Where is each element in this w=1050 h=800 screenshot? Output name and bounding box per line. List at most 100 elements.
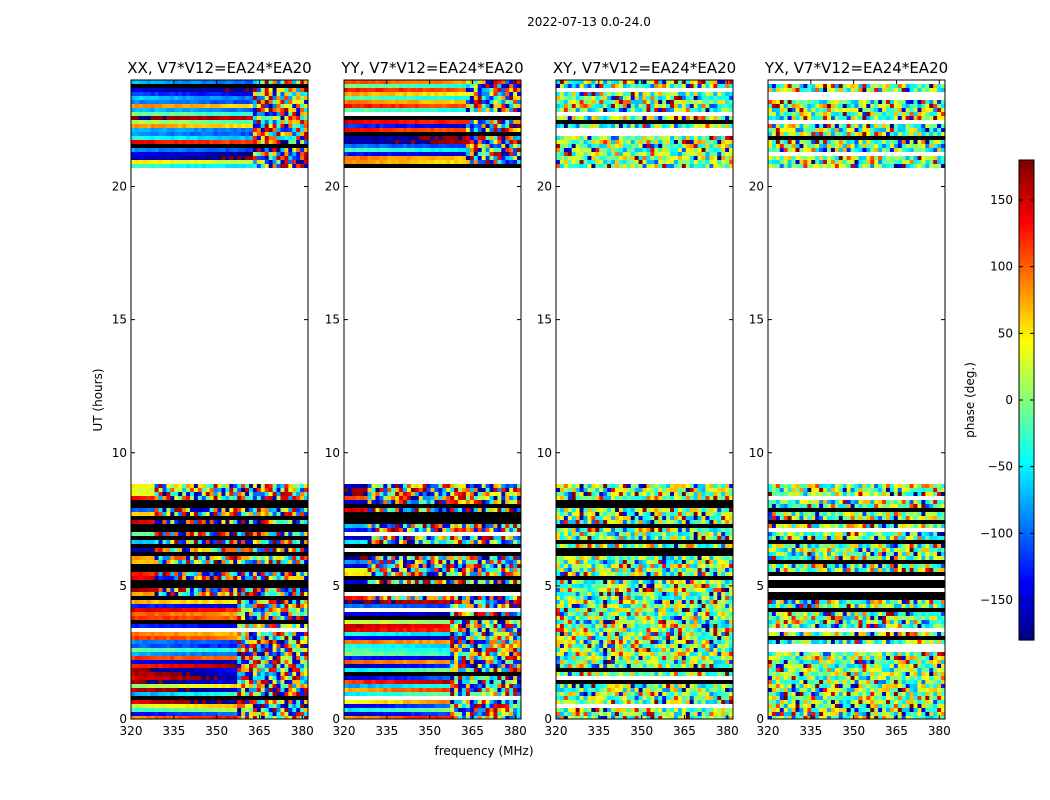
heatmap-row: [556, 608, 733, 612]
heatmap-row: [556, 84, 733, 88]
heatmap-row: [556, 556, 733, 560]
heatmap-row: [344, 704, 521, 708]
x-tick-label: 350: [842, 724, 865, 738]
heatmap-row: [344, 604, 521, 608]
heatmap-row: [344, 160, 521, 164]
heatmap-row: [556, 148, 733, 152]
heatmap-row: [768, 84, 945, 88]
heatmap-row: [768, 584, 945, 588]
x-axis-label: frequency (MHz): [434, 744, 533, 758]
heatmap-row: [556, 632, 733, 636]
y-tick-label: 10: [537, 446, 552, 460]
heatmap-row: [344, 552, 521, 556]
heatmap-row: [556, 500, 733, 504]
heatmap-row: [131, 700, 308, 704]
colorbar-gradient: [1019, 160, 1034, 641]
colorbar-tick-label: 150: [990, 193, 1013, 207]
heatmap-row: [556, 616, 733, 620]
heatmap-row: [344, 712, 521, 716]
heatmap-row: [556, 536, 733, 540]
heatmap-row: [768, 532, 945, 536]
panel-xx: XX, V7*V12=EA24*EA20 320 335 350 365 380 0 5 10 1…: [112, 59, 314, 738]
heatmap-row: [768, 492, 945, 496]
heatmap-row: [131, 144, 308, 148]
heatmap-row: [131, 124, 308, 128]
heatmap-row: [556, 600, 733, 604]
heatmap-row: [768, 516, 945, 520]
panel-yy: YY, V7*V12=EA24*EA20 320 335 350 365 380 0 5 10 1…: [325, 59, 527, 738]
heatmap-row: [131, 532, 308, 536]
heatmap-row: [556, 496, 733, 500]
heatmap-row: [344, 132, 521, 136]
heatmap-row: [768, 668, 945, 672]
heatmap-row: [131, 648, 308, 652]
heatmap-row: [556, 664, 733, 668]
heatmap-row: [768, 512, 945, 516]
heatmap-row: [344, 504, 521, 508]
heatmap-row: [344, 508, 521, 512]
heatmap-row: [556, 568, 733, 572]
heatmap-row: [344, 648, 521, 652]
heatmap-row: [768, 136, 945, 140]
heatmap-row: [344, 660, 521, 664]
heatmap-row: [768, 112, 945, 116]
heatmap-row: [344, 516, 521, 520]
heatmap-row: [768, 524, 945, 528]
heatmap-row: [344, 484, 521, 488]
heatmap-row: [344, 520, 521, 524]
heatmap-row: [768, 632, 945, 636]
heatmap-row: [131, 164, 308, 168]
y-tick-label: 15: [112, 313, 127, 327]
heatmap-row: [768, 568, 945, 572]
heatmap-row: [556, 532, 733, 536]
y-tick-label: 20: [325, 180, 340, 194]
heatmap-row: [556, 636, 733, 640]
heatmap-row: [344, 104, 521, 108]
heatmap-row: [768, 608, 945, 612]
y-tick-label: 5: [544, 579, 552, 593]
heatmap-row: [768, 616, 945, 620]
panel-frame: [555, 79, 734, 720]
heatmap-row: [556, 540, 733, 544]
heatmap-row: [768, 660, 945, 664]
heatmap-row: [556, 596, 733, 600]
heatmap-row: [768, 108, 945, 112]
heatmap-row: [768, 564, 945, 568]
heatmap-row: [131, 564, 308, 568]
heatmap-row: [768, 704, 945, 708]
heatmap-row: [556, 648, 733, 652]
heatmap-row: [344, 612, 521, 616]
y-tick-label: 0: [756, 712, 764, 726]
heatmap-row: [344, 572, 521, 576]
panel-xy: XY, V7*V12=EA24*EA20 320 335 350 365 380 0 5 10 1…: [537, 59, 739, 738]
heatmap-row: [556, 612, 733, 616]
heatmap-row: [768, 124, 945, 128]
heatmap-row: [344, 80, 521, 84]
heatmap-row: [344, 620, 521, 624]
heatmap-row: [768, 560, 945, 564]
panel-yx: YX, V7*V12=EA24*EA20 320 335 350 365 380 0 5 10 1…: [749, 59, 951, 738]
heatmap-row: [131, 516, 308, 520]
panel-frame: [130, 79, 309, 720]
panel-frame: [767, 79, 946, 720]
heatmap-row: [556, 124, 733, 128]
heatmap-row: [768, 700, 945, 704]
heatmap-row: [131, 140, 308, 144]
heatmap-row: [131, 524, 308, 528]
heatmap-row: [131, 644, 308, 648]
panel-frame: [343, 79, 522, 720]
x-tick-label: 320: [333, 724, 356, 738]
heatmap-row: [768, 664, 945, 668]
y-tick-label: 20: [112, 180, 127, 194]
heatmap-row: [344, 692, 521, 696]
heatmap-row: [131, 536, 308, 540]
heatmap-row: [768, 540, 945, 544]
heatmap-row: [768, 552, 945, 556]
heatmap-row: [344, 136, 521, 140]
heatmap-row: [768, 544, 945, 548]
colorbar: 150 100 50 0 −50 −100 −150 phase (deg.): [963, 159, 1035, 641]
heatmap-row: [556, 80, 733, 84]
x-tick-label: 365: [248, 724, 271, 738]
heatmap-row: [344, 544, 521, 548]
heatmap-row: [131, 132, 308, 136]
